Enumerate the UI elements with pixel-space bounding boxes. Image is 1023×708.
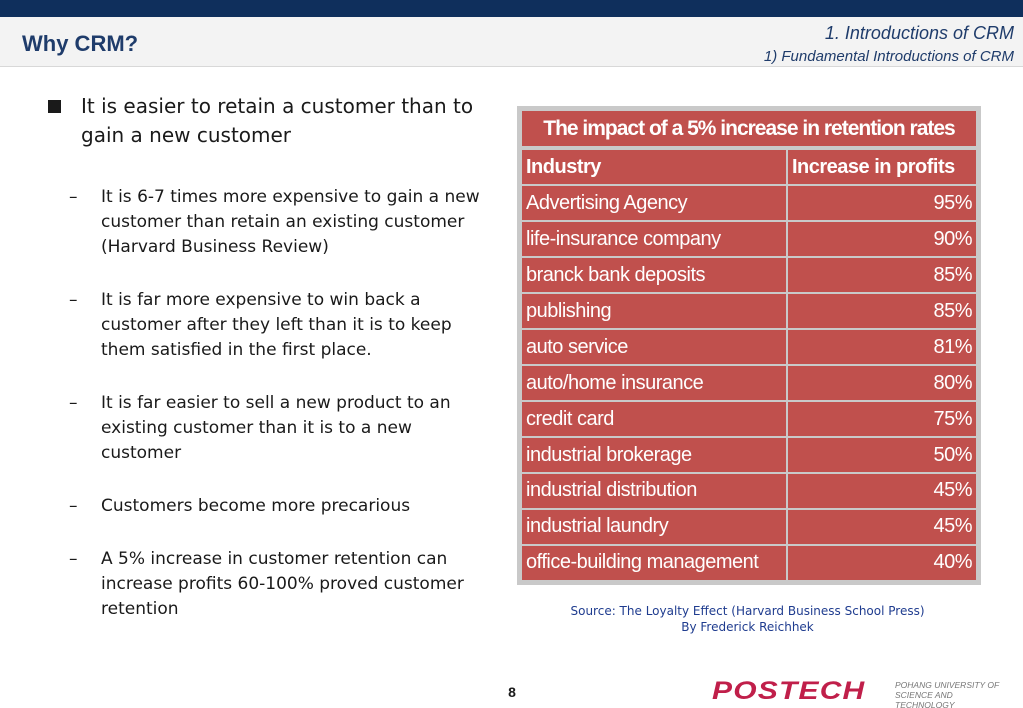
table-caption: The impact of a 5% increase in retention… bbox=[522, 111, 976, 147]
profit-cell: 45% bbox=[788, 509, 976, 544]
sub-bullet-list: – It is 6-7 times more expensive to gain … bbox=[44, 185, 484, 622]
slide-title: Why CRM? bbox=[22, 31, 139, 56]
profit-cell: 90% bbox=[788, 222, 976, 257]
retention-table-frame: The impact of a 5% increase in retention… bbox=[517, 106, 981, 585]
source-author-line: By Frederick Reichhek bbox=[681, 620, 814, 634]
sub-bullet-text: A 5% increase in customer retention can … bbox=[101, 549, 464, 619]
postech-logo: POSTECH POHANG UNIVERSITY OF SCIENCE AND… bbox=[712, 676, 1012, 708]
retention-impact-table: The impact of a 5% increase in retention… bbox=[520, 109, 978, 582]
industry-cell: Advertising Agency bbox=[522, 186, 786, 221]
table-caption-row: The impact of a 5% increase in retention… bbox=[522, 111, 976, 147]
industry-cell: publishing bbox=[522, 294, 786, 329]
profit-cell: 50% bbox=[788, 438, 976, 473]
industry-cell: industrial distribution bbox=[522, 474, 786, 508]
profit-cell: 95% bbox=[788, 186, 976, 221]
sub-bullet-text: It is far more expensive to win back a c… bbox=[101, 290, 452, 360]
sub-bullet: – It is far more expensive to win back a … bbox=[44, 288, 484, 363]
column-header-industry: Industry bbox=[522, 150, 786, 185]
sub-bullet: – It is far easier to sell a new product … bbox=[44, 391, 484, 466]
table-row: branck bank deposits 85% bbox=[522, 258, 976, 293]
table-row: industrial distribution 45% bbox=[522, 474, 976, 508]
industry-cell: branck bank deposits bbox=[522, 258, 786, 293]
column-header-profits: Increase in profits bbox=[788, 150, 976, 185]
industry-cell: auto service bbox=[522, 330, 786, 365]
sub-bullet-text: It is far easier to sell a new product t… bbox=[101, 393, 451, 463]
square-bullet-icon bbox=[48, 100, 61, 113]
slide-header: Why CRM? 1. Introductions of CRM 1) Fund… bbox=[0, 17, 1023, 67]
source-line: Source: The Loyalty Effect (Harvard Busi… bbox=[570, 604, 925, 618]
dash-bullet-icon: – bbox=[69, 290, 78, 310]
table-row: auto/home insurance 80% bbox=[522, 366, 976, 401]
bullet-content: It is easier to retain a customer than t… bbox=[44, 92, 484, 650]
industry-cell: life-insurance company bbox=[522, 222, 786, 257]
profit-cell: 45% bbox=[788, 474, 976, 508]
dash-bullet-icon: – bbox=[69, 549, 78, 569]
section-title: 1. Introductions of CRM bbox=[824, 23, 1014, 43]
industry-cell: office-building management bbox=[522, 545, 786, 580]
industry-cell: credit card bbox=[522, 402, 786, 437]
profit-cell: 40% bbox=[788, 545, 976, 580]
profit-cell: 80% bbox=[788, 366, 976, 401]
profit-cell: 85% bbox=[788, 294, 976, 329]
subsection-title: 1) Fundamental Introductions of CRM bbox=[763, 48, 1014, 65]
main-bullet: It is easier to retain a customer than t… bbox=[44, 92, 484, 150]
table-source-note: Source: The Loyalty Effect (Harvard Busi… bbox=[520, 603, 975, 635]
university-name-line: POHANG UNIVERSITY OF bbox=[895, 680, 1000, 690]
sub-bullet: – Customers become more precarious bbox=[44, 494, 484, 519]
table-row: credit card 75% bbox=[522, 402, 976, 437]
table-row: industrial laundry 45% bbox=[522, 509, 976, 544]
table-row: life-insurance company 90% bbox=[522, 222, 976, 257]
profit-cell: 81% bbox=[788, 330, 976, 365]
sub-bullet: – A 5% increase in customer retention can… bbox=[44, 547, 484, 622]
logo-wordmark: POSTECH bbox=[712, 677, 866, 705]
sub-bullet-text: It is 6-7 times more expensive to gain a… bbox=[101, 187, 480, 257]
sub-bullet-text: Customers become more precarious bbox=[101, 496, 411, 516]
university-name: POHANG UNIVERSITY OF SCIENCE AND TECHNOL… bbox=[895, 680, 1012, 708]
table-row: industrial brokerage 50% bbox=[522, 438, 976, 473]
dash-bullet-icon: – bbox=[69, 187, 78, 207]
main-bullet-text: It is easier to retain a customer than t… bbox=[81, 94, 474, 147]
industry-cell: auto/home insurance bbox=[522, 366, 786, 401]
industry-cell: industrial laundry bbox=[522, 509, 786, 544]
table-row: auto service 81% bbox=[522, 330, 976, 365]
table-row: office-building management 40% bbox=[522, 545, 976, 580]
dash-bullet-icon: – bbox=[69, 496, 78, 516]
profit-cell: 85% bbox=[788, 258, 976, 293]
profit-cell: 75% bbox=[788, 402, 976, 437]
industry-cell: industrial brokerage bbox=[522, 438, 786, 473]
page-number: 8 bbox=[508, 684, 516, 700]
table-row: Advertising Agency 95% bbox=[522, 186, 976, 221]
university-name-line: SCIENCE AND TECHNOLOGY bbox=[895, 690, 955, 708]
dash-bullet-icon: – bbox=[69, 393, 78, 413]
sub-bullet: – It is 6-7 times more expensive to gain … bbox=[44, 185, 484, 260]
top-bar bbox=[0, 0, 1023, 17]
table-row: publishing 85% bbox=[522, 294, 976, 329]
table-header-row: Industry Increase in profits bbox=[522, 150, 976, 185]
